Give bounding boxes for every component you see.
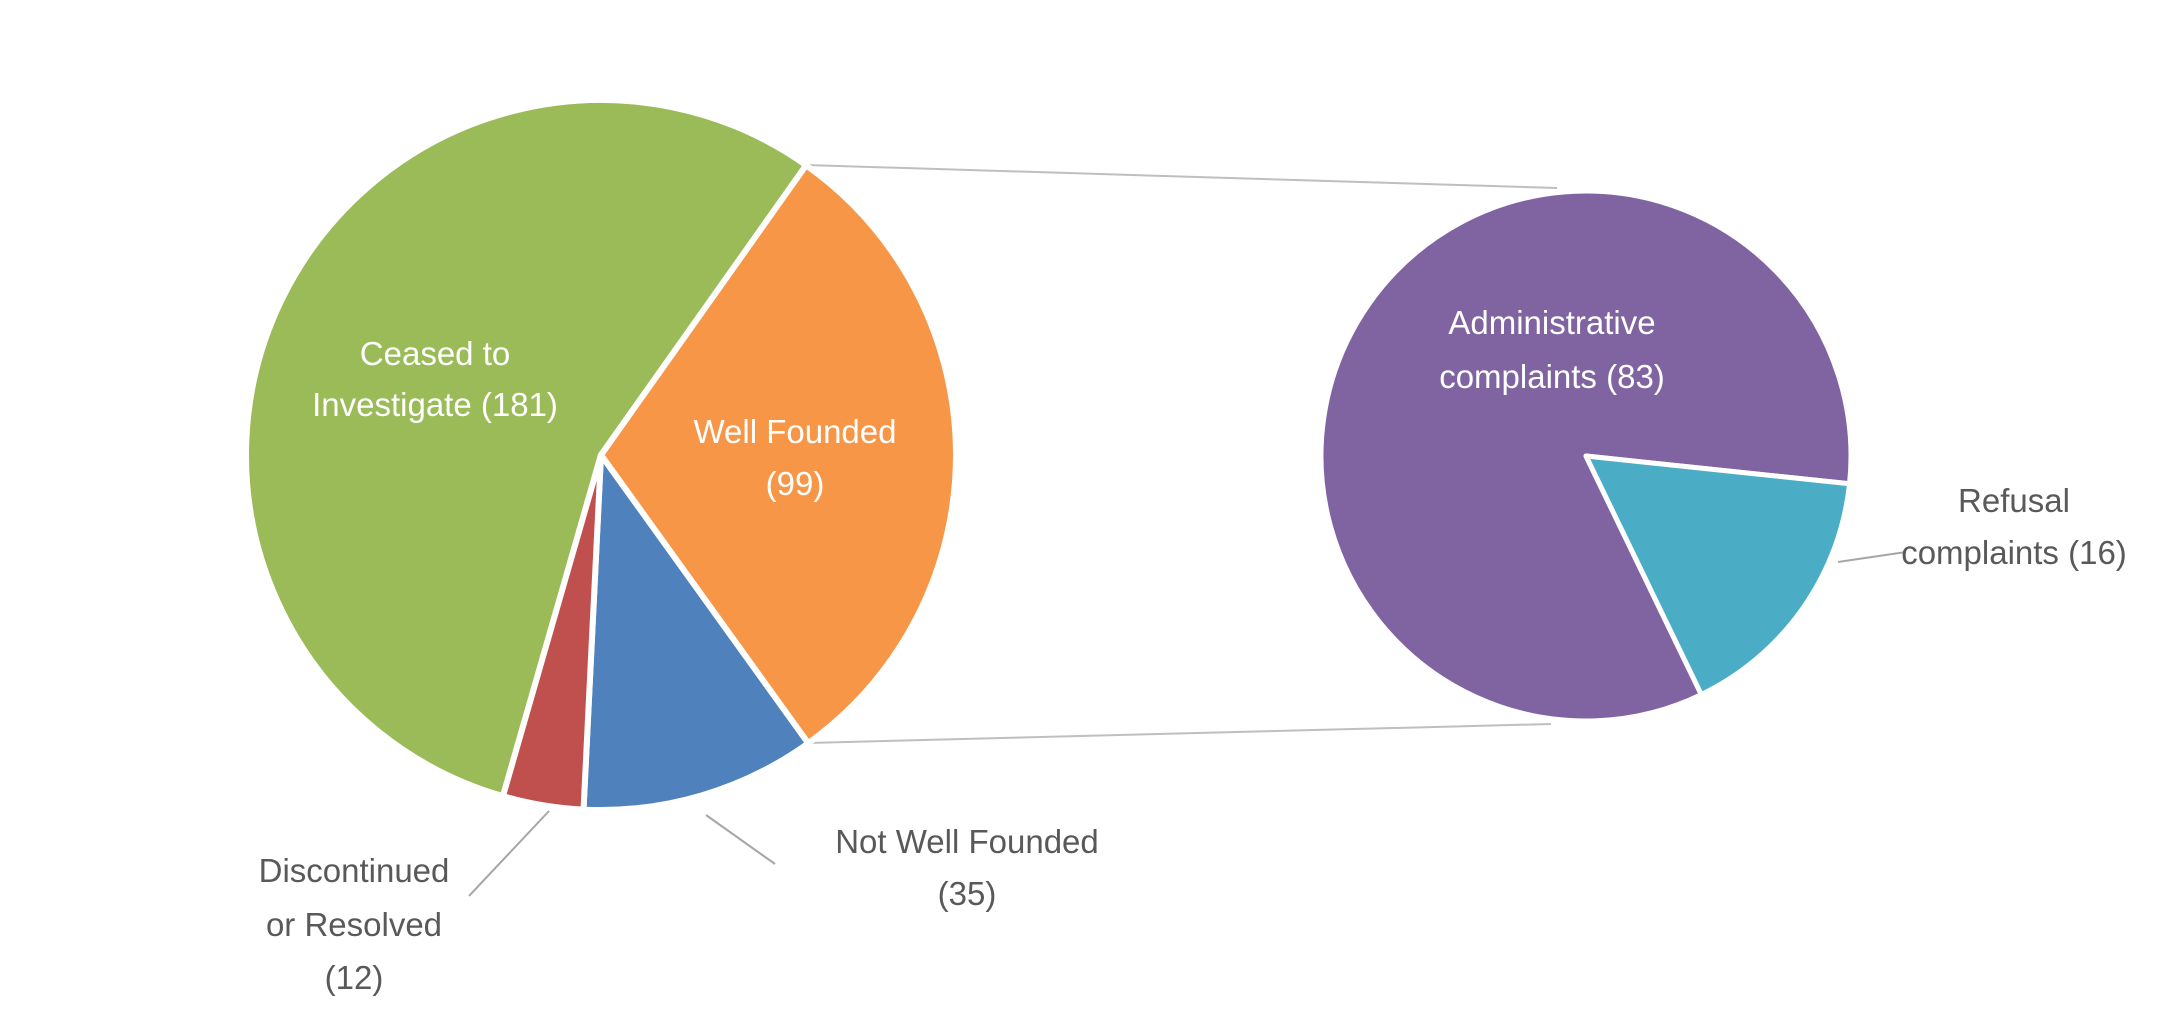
label-discontinued-line3: (12)	[325, 959, 384, 996]
label-not-well-founded-line2: (35)	[938, 875, 997, 912]
data-labels: Ceased to Investigate (181) Well Founded…	[259, 304, 2127, 996]
label-ceased-line1: Ceased to	[360, 335, 510, 372]
label-discontinued-line1: Discontinued	[259, 852, 450, 889]
leader-lines	[468, 551, 1907, 897]
leader-line-refusal	[1837, 551, 1907, 563]
connector-line-top	[805, 164, 1558, 189]
label-well-founded-line2: (99)	[766, 465, 825, 502]
secondary-pie	[1318, 188, 1854, 724]
slice-refusal-complaints	[1583, 453, 1853, 698]
label-refusal-line1: Refusal	[1958, 482, 2070, 519]
label-well-founded-line1: Well Founded	[693, 413, 896, 450]
slice-ceased-to-investigate	[243, 97, 810, 800]
label-administrative-line2: complaints (83)	[1439, 358, 1665, 395]
slice-not-well-founded	[580, 452, 812, 813]
leader-line-discontinued	[468, 810, 550, 897]
connector-line-bottom	[807, 723, 1552, 744]
label-not-well-founded-line1: Not Well Founded	[835, 823, 1099, 860]
label-discontinued-line2: or Resolved	[266, 906, 442, 943]
main-pie	[243, 97, 959, 813]
label-refusal-line2: complaints (16)	[1901, 534, 2127, 571]
slice-discontinued-or-resolved	[499, 452, 604, 813]
connector-lines	[805, 164, 1558, 744]
leader-line-not-well-founded	[705, 814, 776, 865]
label-ceased-line2: Investigate (181)	[312, 386, 558, 423]
label-administrative-line1: Administrative	[1448, 304, 1655, 341]
slice-well-founded	[598, 162, 959, 747]
